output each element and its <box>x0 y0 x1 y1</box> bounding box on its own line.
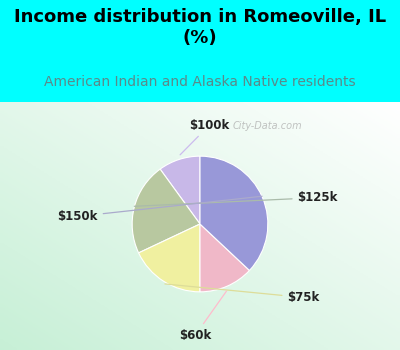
Wedge shape <box>160 156 200 224</box>
Text: City-Data.com: City-Data.com <box>233 121 303 131</box>
Wedge shape <box>200 156 268 271</box>
Text: $100k: $100k <box>180 119 230 155</box>
Text: $75k: $75k <box>165 284 320 304</box>
Wedge shape <box>132 169 200 253</box>
Text: $60k: $60k <box>179 291 226 342</box>
Text: American Indian and Alaska Native residents: American Indian and Alaska Native reside… <box>44 75 356 89</box>
Text: $150k: $150k <box>57 196 262 223</box>
Wedge shape <box>200 224 250 292</box>
Text: Income distribution in Romeoville, IL
(%): Income distribution in Romeoville, IL (%… <box>14 8 386 47</box>
Wedge shape <box>139 224 200 292</box>
Text: $125k: $125k <box>134 191 338 206</box>
